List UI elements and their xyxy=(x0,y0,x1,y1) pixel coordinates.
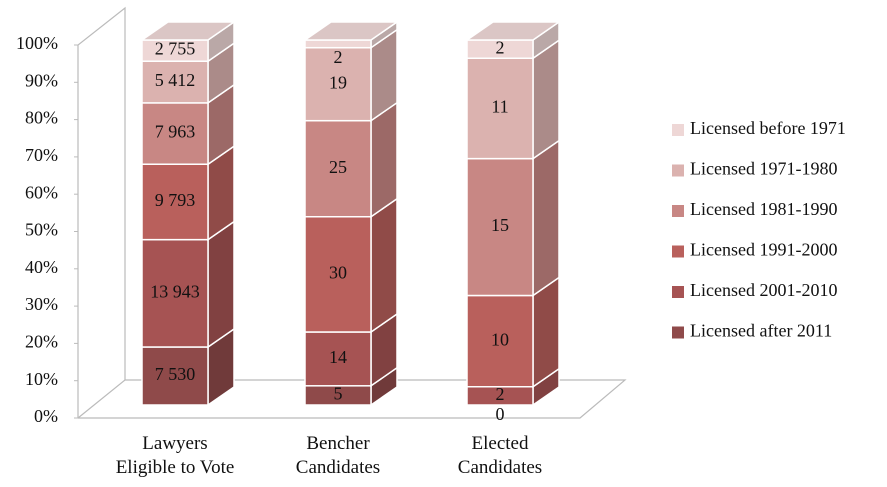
bar-segment xyxy=(304,119,372,218)
bar-side xyxy=(532,276,560,389)
legend-label: Licensed 1981-1990 xyxy=(690,199,837,219)
floor xyxy=(77,379,627,419)
y-tick-label: 80% xyxy=(25,108,58,128)
data-label: 0 xyxy=(496,404,505,424)
y-tick-label: 0% xyxy=(34,406,58,426)
data-label: 19 xyxy=(329,72,347,92)
bar-segment xyxy=(304,215,372,333)
y-tick-label: 10% xyxy=(25,369,58,389)
x-tick-label: Lawyers Eligible to Vote xyxy=(115,433,235,478)
legend-swatch xyxy=(672,326,684,339)
bar-segment xyxy=(466,157,534,297)
data-label: 10 xyxy=(491,329,509,349)
bar-top xyxy=(139,21,237,41)
bar-side xyxy=(532,38,560,161)
data-label: 25 xyxy=(329,157,347,177)
data-label: 2 xyxy=(496,37,505,57)
x-tick-label: Elected Candidates xyxy=(457,433,543,478)
data-label: 30 xyxy=(329,262,347,282)
bar-top xyxy=(302,21,400,41)
legend-swatch xyxy=(672,205,684,217)
back-wall xyxy=(77,6,126,418)
data-label: 7 963 xyxy=(155,122,196,142)
bar-segment xyxy=(141,346,209,406)
y-tick-label: 100% xyxy=(16,33,58,53)
legend-label: Licensed after 2011 xyxy=(690,321,832,341)
data-label: 2 755 xyxy=(155,39,196,59)
bar-side xyxy=(370,197,398,334)
data-label: 5 xyxy=(334,384,343,404)
bar-segment xyxy=(141,163,209,241)
data-label: 15 xyxy=(491,215,509,235)
legend-label: Licensed before 1971 xyxy=(690,118,846,138)
bar-side xyxy=(207,220,235,349)
data-label: 2 xyxy=(334,47,343,67)
bar-segment xyxy=(141,238,209,348)
data-label: 13 943 xyxy=(150,281,200,301)
bar-segment xyxy=(466,294,534,388)
legend-swatch xyxy=(672,164,684,177)
x-tick-label: Bencher Candidates xyxy=(295,433,381,478)
legend-swatch xyxy=(672,286,684,298)
bar-side xyxy=(370,101,398,219)
data-label: 11 xyxy=(491,97,508,117)
data-label: 5 412 xyxy=(155,70,196,90)
legend-label: Licensed 1991-2000 xyxy=(690,240,837,260)
y-tick-label: 60% xyxy=(25,182,58,202)
y-tick-label: 70% xyxy=(25,145,58,165)
y-tick-label: 40% xyxy=(25,257,58,277)
legend-swatch xyxy=(672,245,684,258)
y-tick-label: 30% xyxy=(25,294,58,314)
data-label: 14 xyxy=(329,347,347,367)
legend-label: Licensed 2001-2010 xyxy=(690,280,837,300)
data-label: 9 793 xyxy=(155,190,196,210)
bar-side xyxy=(532,139,560,297)
y-tick-label: 90% xyxy=(25,70,58,90)
data-label: 2 xyxy=(496,384,505,404)
y-tick-label: 50% xyxy=(25,220,58,240)
data-label: 7 530 xyxy=(155,364,196,384)
bar-segment xyxy=(466,57,534,160)
legend-swatch xyxy=(672,124,684,136)
y-tick-label: 20% xyxy=(25,332,58,352)
bar-top xyxy=(464,21,562,41)
bar-segment xyxy=(304,46,372,122)
legend-label: Licensed 1971-1980 xyxy=(690,159,837,179)
